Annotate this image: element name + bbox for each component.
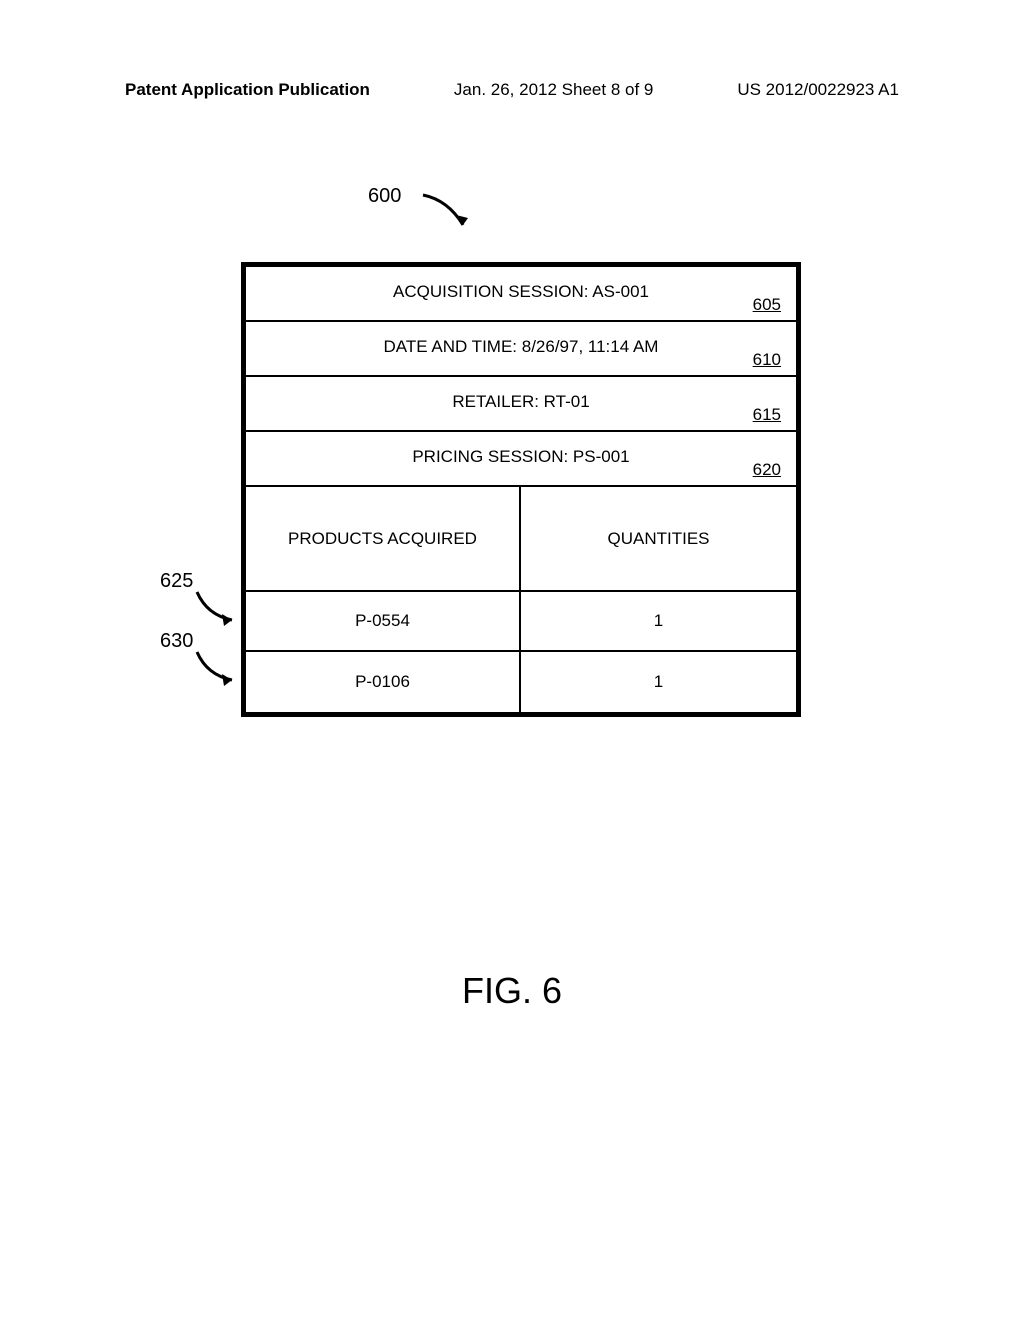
header-publication: Patent Application Publication: [125, 80, 370, 100]
acquisition-session-row: ACQUISITION SESSION: AS-001 605: [246, 267, 796, 322]
header-date-sheet: Jan. 26, 2012 Sheet 8 of 9: [454, 80, 653, 100]
qty-cell: 1: [521, 652, 796, 712]
retailer-row: RETAILER: RT-01 615: [246, 377, 796, 432]
pricing-session-row: PRICING SESSION: PS-001 620: [246, 432, 796, 487]
pricing-session-text: PRICING SESSION: PS-001: [412, 447, 629, 467]
arrow-600-icon: [418, 190, 478, 240]
table-row: P-0106 1: [246, 652, 796, 712]
date-time-row: DATE AND TIME: 8/26/97, 11:14 AM 610: [246, 322, 796, 377]
ref-625-label: 625: [160, 570, 193, 593]
arrow-630-icon: [192, 650, 242, 690]
ref-610: 610: [753, 350, 781, 370]
date-time-text: DATE AND TIME: 8/26/97, 11:14 AM: [384, 337, 659, 357]
quantities-header: QUANTITIES: [521, 487, 796, 590]
arrow-625-icon: [192, 590, 242, 630]
product-cell: P-0106: [246, 652, 521, 712]
ref-615: 615: [753, 405, 781, 425]
product-cell: P-0554: [246, 592, 521, 650]
page-header: Patent Application Publication Jan. 26, …: [0, 80, 1024, 100]
acquisition-session-text: ACQUISITION SESSION: AS-001: [393, 282, 649, 302]
ref-620: 620: [753, 460, 781, 480]
ref-630-label: 630: [160, 630, 193, 653]
products-acquired-header: PRODUCTS ACQUIRED: [246, 487, 521, 590]
ref-605: 605: [753, 295, 781, 315]
qty-cell: 1: [521, 592, 796, 650]
columns-header-row: PRODUCTS ACQUIRED QUANTITIES: [246, 487, 796, 592]
figure-ref-600: 600: [368, 185, 401, 208]
session-table: ACQUISITION SESSION: AS-001 605 DATE AND…: [241, 262, 801, 717]
table-row: P-0554 1: [246, 592, 796, 652]
header-pub-number: US 2012/0022923 A1: [737, 80, 899, 100]
retailer-text: RETAILER: RT-01: [452, 392, 589, 412]
figure-caption: FIG. 6: [0, 970, 1024, 1012]
